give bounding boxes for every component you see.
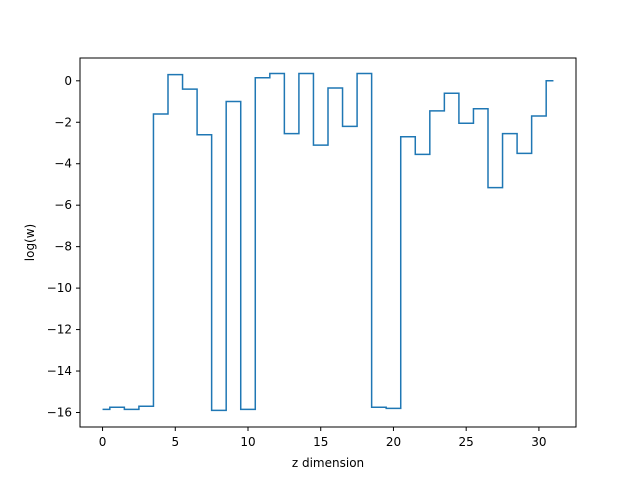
series-line (102, 72, 554, 412)
x-tick-label: 10 (240, 435, 255, 449)
y-tick-label: −14 (47, 364, 72, 378)
x-tick-label: 25 (459, 435, 474, 449)
y-tick-label: −6 (54, 198, 72, 212)
x-axis: 0 5 10 15 20 25 30 (99, 427, 547, 449)
y-tick-label: −4 (54, 157, 72, 171)
y-axis-label: log(w) (23, 224, 37, 261)
series-layer (102, 72, 554, 412)
x-tick-label: 15 (313, 435, 328, 449)
y-axis: 0 −2 −4 −6 −8 −10 −12 −14 −16 (47, 74, 80, 419)
y-tick-label: −16 (47, 405, 72, 419)
y-tick-label: −12 (47, 323, 72, 337)
y-tick-label: 0 (64, 74, 72, 88)
y-tick-label: −8 (54, 240, 72, 254)
plot-frame (79, 57, 577, 428)
axes-frame (79, 57, 577, 428)
x-tick-label: 20 (386, 435, 401, 449)
x-tick-label: 30 (531, 435, 546, 449)
y-tick-label: −2 (54, 115, 72, 129)
y-tick-label: −10 (47, 281, 72, 295)
x-axis-label: z dimension (292, 456, 364, 470)
x-tick-label: 5 (171, 435, 179, 449)
x-tick-label: 0 (99, 435, 107, 449)
